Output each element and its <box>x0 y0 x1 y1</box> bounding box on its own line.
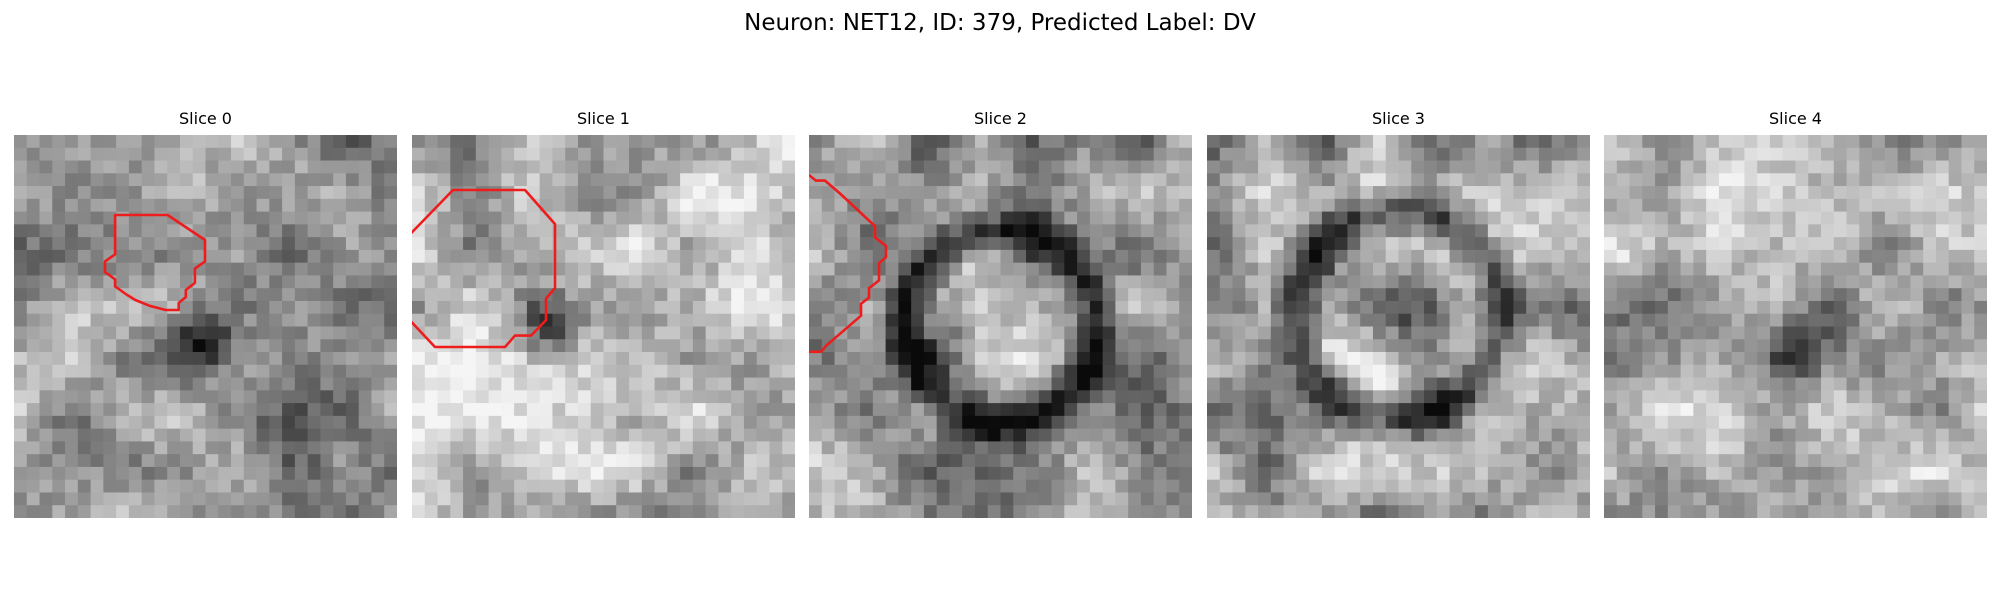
pixel-grid <box>412 135 795 518</box>
slice-panel-3: Slice 3 <box>1207 108 1590 518</box>
segmentation-contour <box>103 213 207 312</box>
slice-panel-1: Slice 1 <box>412 108 795 518</box>
slice-image <box>1207 135 1590 518</box>
pixel-grid <box>1604 135 1987 518</box>
slice-panel-4: Slice 4 <box>1604 108 1987 518</box>
pixel-grid <box>1207 135 1590 518</box>
segmentation-contour <box>412 188 557 349</box>
slice-title: Slice 0 <box>179 109 232 128</box>
slice-image <box>412 135 795 518</box>
slice-image <box>1604 135 1987 518</box>
slice-image <box>809 135 1192 518</box>
slice-panel-0: Slice 0 <box>14 108 397 518</box>
slice-title: Slice 1 <box>577 109 630 128</box>
slice-panel-2: Slice 2 <box>809 108 1192 518</box>
pixel-grid <box>14 135 397 518</box>
pixel-grid <box>809 135 1192 518</box>
slice-title: Slice 4 <box>1769 109 1822 128</box>
slice-title: Slice 3 <box>1372 109 1425 128</box>
figure-title: Neuron: NET12, ID: 379, Predicted Label:… <box>744 10 1256 36</box>
segmentation-contour <box>809 173 888 354</box>
slice-title: Slice 2 <box>974 109 1027 128</box>
slice-image <box>14 135 397 518</box>
